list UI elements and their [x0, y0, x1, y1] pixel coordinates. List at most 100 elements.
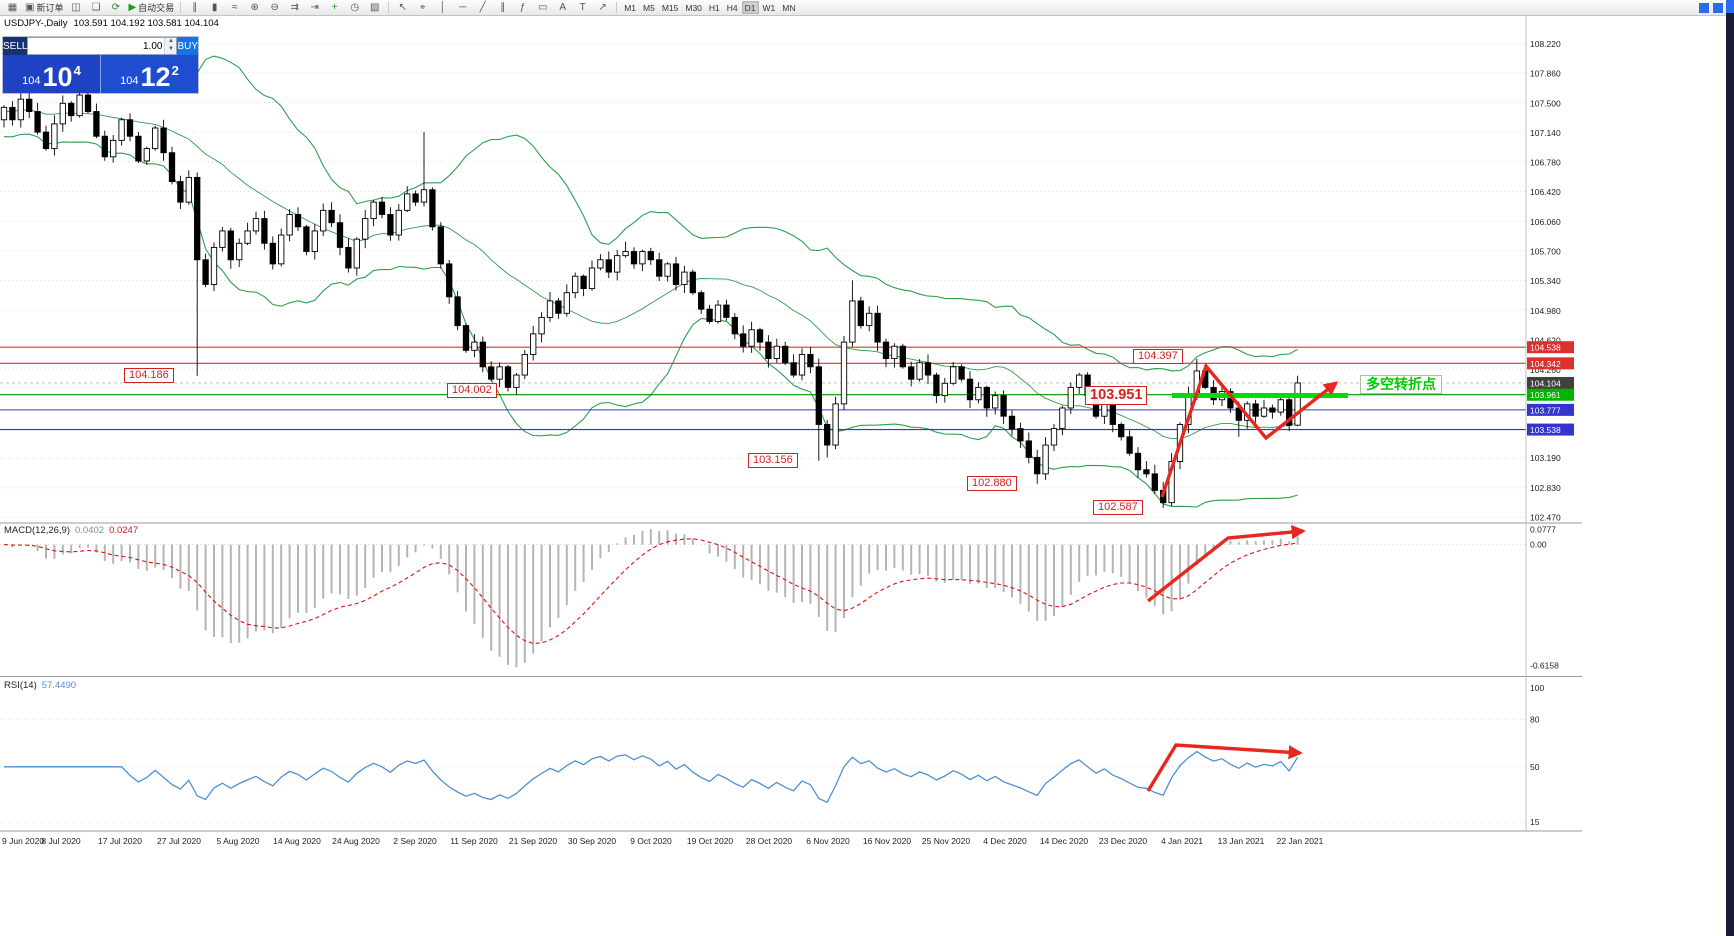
symbol-period-label: USDJPY-,Daily [4, 18, 68, 29]
fibonacci-icon[interactable]: ƒ [513, 1, 532, 15]
candle [622, 251, 629, 257]
pivot-price-label[interactable]: 103.951 [1085, 386, 1148, 405]
timeframe-w1[interactable]: W1 [762, 2, 776, 13]
bollinger-middle-line[interactable] [4, 109, 1298, 440]
turning-point-annotation[interactable]: 多空转折点 [1360, 375, 1442, 394]
trend-arrow-macd[interactable] [1146, 524, 1306, 603]
timeframe-m30[interactable]: M30 [685, 2, 702, 13]
candle [513, 374, 520, 388]
cursor-icon[interactable]: ↖ [393, 1, 412, 15]
trendline-icon[interactable]: ╱ [473, 1, 492, 15]
candle [437, 226, 444, 265]
window-control-icon[interactable] [1713, 2, 1723, 13]
candle [698, 292, 705, 310]
zoom-out-icon[interactable]: ⊖ [265, 1, 284, 15]
shapes-icon[interactable]: ▭ [533, 1, 552, 15]
volume-down-icon[interactable]: ▼ [165, 46, 177, 54]
arrow-object-icon[interactable]: ↗ [593, 1, 612, 15]
candlestick-chart-icon[interactable]: ▮ [205, 1, 224, 15]
channel-icon[interactable]: ∥ [493, 1, 512, 15]
candle [1134, 452, 1142, 471]
trend-arrow-rsi[interactable] [1146, 743, 1303, 792]
candle [278, 234, 285, 265]
refresh-icon[interactable]: ⟳ [106, 1, 125, 15]
templates-icon[interactable]: ▧ [365, 1, 384, 15]
chart-shift-icon[interactable]: ⇥ [305, 1, 324, 15]
horizontal-line-icon[interactable]: ─ [453, 1, 472, 15]
macd-axis-label: -0.6158 [1530, 660, 1559, 670]
bollinger-upper-line[interactable] [4, 55, 1298, 372]
date-tick-label: 9 Oct 2020 [630, 836, 672, 846]
date-tick-label: 19 Oct 2020 [687, 836, 734, 846]
date-tick-label: 9 Jun 2020 [2, 836, 44, 846]
trend-arrows[interactable] [1146, 362, 1339, 792]
chart-windows-icon[interactable]: ◫ [66, 1, 85, 15]
trend-arrow-main[interactable] [1160, 362, 1339, 498]
crosshair-icon[interactable]: ⌖ [413, 1, 432, 15]
price-badge-label: 103.538 [1530, 425, 1561, 435]
candle [177, 181, 184, 203]
new-order-button: ▣ [25, 1, 35, 13]
macd-axis[interactable]: 0.0777 0.00 -0.6158 [1530, 524, 1559, 670]
bid-price[interactable]: 104 10 4 [3, 55, 100, 93]
price-tick-label: 105.700 [1530, 247, 1561, 257]
window-control-icon[interactable] [1699, 2, 1709, 13]
price-tick-label: 107.500 [1530, 98, 1561, 108]
price-axis[interactable]: 108.220 107.860 107.500 107.140 106.780 106.4… [1530, 39, 1561, 523]
candle [941, 382, 948, 397]
candle [983, 386, 990, 409]
candle [1076, 374, 1083, 388]
vertical-line-icon[interactable]: │ [433, 1, 452, 15]
volume-input[interactable] [28, 38, 165, 54]
line-chart-icon[interactable]: ≈ [225, 1, 244, 15]
candle [143, 148, 150, 162]
auto-scroll-icon[interactable]: ⇉ [285, 1, 304, 15]
candle [815, 366, 822, 425]
indicators-icon[interactable]: + [325, 1, 344, 15]
pivot-price-label[interactable]: 104.186 [124, 368, 174, 383]
candle [706, 308, 713, 322]
taskbar-button[interactable] [1726, 0, 1734, 13]
buy-button[interactable]: BUY [177, 37, 199, 55]
ask-price[interactable]: 104 12 2 [100, 55, 198, 93]
pivot-price-label[interactable]: 104.002 [447, 383, 497, 398]
timeframe-m15[interactable]: M15 [661, 2, 679, 13]
rsi-axis[interactable]: 100 80 50 15 [1530, 683, 1544, 827]
sell-button[interactable]: SELL [3, 37, 28, 55]
support-resistance-lines[interactable] [0, 346, 1526, 431]
bar-chart-icon[interactable]: ∥ [185, 1, 204, 15]
candle [303, 226, 310, 252]
volume-up-icon[interactable]: ▲ [165, 38, 177, 46]
text-icon[interactable]: A [553, 1, 572, 15]
pivot-price-label[interactable]: 102.587 [1093, 500, 1143, 515]
pivot-price-label[interactable]: 103.156 [748, 453, 798, 468]
date-tick-label: 6 Nov 2020 [806, 836, 850, 846]
candle [1168, 461, 1175, 504]
timeframe-d1[interactable]: D1 [741, 1, 759, 14]
price-badge-label: 103.777 [1530, 405, 1561, 415]
new-order-button[interactable]: ▣ 新订单 [23, 1, 65, 15]
timeframe-h4[interactable]: H4 [726, 2, 738, 13]
timeframe-m5[interactable]: M5 [643, 2, 655, 13]
candle [1126, 436, 1133, 454]
timeframe-h1[interactable]: H1 [708, 2, 720, 13]
price-tick-label: 108.220 [1530, 39, 1561, 49]
candle [420, 189, 428, 203]
candle [765, 341, 772, 360]
pivot-price-label[interactable]: 104.397 [1133, 349, 1183, 364]
candle [656, 259, 663, 277]
zoom-in-icon[interactable]: ⊕ [245, 1, 264, 15]
candle [723, 304, 730, 318]
timeframe-m1[interactable]: M1 [624, 2, 636, 13]
label-icon[interactable]: T [573, 1, 592, 15]
tile-windows-icon[interactable]: ❏ [86, 1, 105, 15]
periods-icon[interactable]: ◷ [345, 1, 364, 15]
candle [756, 329, 764, 343]
autotrading-button[interactable]: ▶ 自动交易 [126, 1, 176, 15]
new-chart-icon[interactable]: ▦ [3, 1, 22, 15]
cursor-icon: ↖ [398, 1, 407, 13]
pivot-price-label[interactable]: 102.880 [967, 476, 1017, 491]
timeframe-mn[interactable]: MN [782, 2, 796, 13]
